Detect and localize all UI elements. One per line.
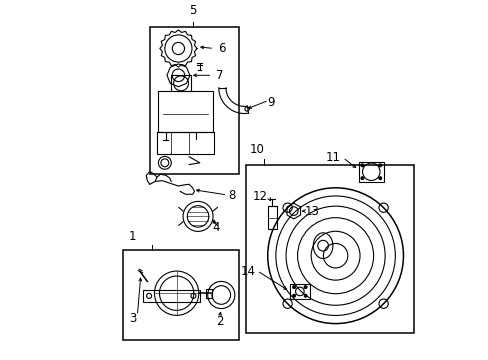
Text: 8: 8	[228, 189, 235, 202]
Text: 3: 3	[129, 312, 137, 325]
Bar	[158, 91, 213, 132]
Circle shape	[292, 286, 295, 289]
Bar	[205, 289, 211, 297]
Bar	[246, 165, 413, 333]
Bar	[149, 27, 239, 174]
Circle shape	[360, 164, 363, 167]
Circle shape	[292, 294, 295, 297]
Text: 1: 1	[128, 230, 136, 243]
Bar	[289, 284, 309, 299]
Text: 7: 7	[216, 69, 223, 82]
Circle shape	[304, 294, 306, 297]
Text: 9: 9	[267, 96, 275, 109]
Bar	[123, 250, 239, 339]
Text: 11: 11	[325, 151, 340, 164]
Bar	[171, 75, 190, 91]
Text: 6: 6	[217, 42, 225, 55]
Bar	[157, 132, 214, 154]
Text: 4: 4	[212, 221, 220, 234]
Text: 13: 13	[304, 204, 319, 217]
Circle shape	[304, 286, 306, 289]
Text: 10: 10	[249, 143, 264, 156]
Bar	[267, 206, 276, 229]
Bar	[358, 162, 383, 181]
Circle shape	[378, 177, 381, 180]
Text: 14: 14	[241, 265, 255, 278]
Text: 5: 5	[189, 4, 196, 17]
Circle shape	[360, 177, 363, 180]
Text: 2: 2	[216, 315, 223, 328]
Bar	[142, 290, 200, 302]
Circle shape	[378, 164, 381, 167]
Text: 12: 12	[252, 190, 267, 203]
